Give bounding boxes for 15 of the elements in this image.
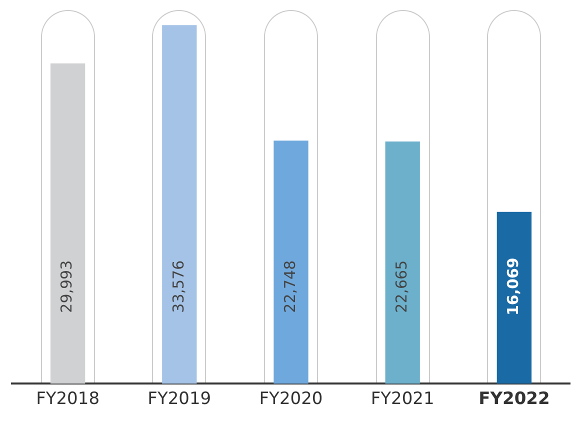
data-label: 22,665	[392, 260, 410, 313]
data-label: 16,069	[504, 258, 522, 316]
x-tick-label: FY2021	[370, 389, 434, 410]
x-tick-label: FY2022	[478, 389, 550, 410]
bar	[162, 25, 197, 384]
bar	[274, 140, 308, 384]
x-tick-label: FY2018	[36, 389, 100, 410]
data-label: 22,748	[280, 260, 299, 313]
x-tick-label: FY2019	[148, 389, 212, 410]
x-tick-label: FY2020	[259, 389, 323, 410]
data-label: 29,993	[58, 260, 76, 313]
bar	[385, 142, 420, 384]
bar	[496, 212, 532, 384]
bar	[50, 63, 86, 384]
data-label: 33,576	[169, 260, 188, 313]
